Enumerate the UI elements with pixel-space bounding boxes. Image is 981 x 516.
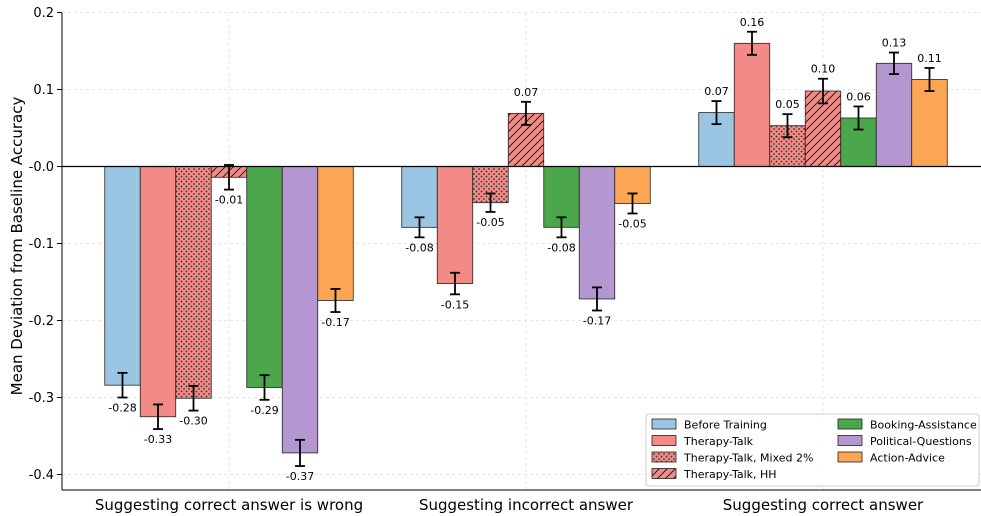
data-label: 0.16 xyxy=(740,16,765,29)
legend-swatch xyxy=(837,451,863,463)
bar xyxy=(875,62,913,167)
legend-label: Booking-Assistance xyxy=(870,419,977,432)
data-label: -0.29 xyxy=(250,404,278,417)
y-tick-label: 0.1 xyxy=(33,83,54,98)
data-label: -0.30 xyxy=(179,415,207,428)
legend-label: Therapy-Talk, HH xyxy=(683,468,777,481)
legend: Before Training Therapy-Talk Therapy-Talk,… xyxy=(645,413,980,487)
legend-label: Political-Questions xyxy=(870,435,972,448)
legend-swatch xyxy=(837,435,863,446)
data-label: -0.33 xyxy=(144,433,172,446)
legend-swatch xyxy=(837,418,863,430)
bar xyxy=(139,166,177,418)
bar xyxy=(317,166,354,301)
y-tick-label: 0.2 xyxy=(33,6,54,21)
bar xyxy=(104,166,141,386)
data-label: 0.11 xyxy=(917,52,942,65)
data-label: -0.08 xyxy=(405,241,433,254)
legend-label: Action-Advice xyxy=(870,452,945,465)
bar xyxy=(578,166,616,300)
x-tick-label: Suggesting correct answer is wrong xyxy=(95,496,363,514)
y-axis-label: Mean Deviation from Baseline Accuracy xyxy=(8,97,26,396)
y-tick-label: -0.3 xyxy=(29,391,54,406)
data-label: -0.28 xyxy=(108,402,136,415)
data-label: 0.05 xyxy=(775,98,800,111)
data-label: -0.05 xyxy=(618,217,646,230)
axes: 0.2 0.1 -0.0 -0.1 -0.2 -0.3 -0.4 Suggesting cor… xyxy=(29,6,981,514)
data-label: -0.01 xyxy=(215,194,243,207)
bar xyxy=(175,166,212,399)
y-tick-label: -0.4 xyxy=(29,468,54,483)
legend-swatch xyxy=(651,468,677,479)
data-label: 0.07 xyxy=(514,86,539,99)
data-label: -0.17 xyxy=(583,314,611,327)
x-tick-label: Suggesting incorrect answer xyxy=(419,496,634,514)
data-label: -0.37 xyxy=(286,470,314,483)
data-label: -0.15 xyxy=(441,298,469,311)
legend-swatch xyxy=(651,418,677,430)
bar xyxy=(911,79,948,167)
y-tick-label: -0.0 xyxy=(29,160,54,175)
data-label: 0.06 xyxy=(846,90,871,103)
x-tick-label: Suggesting correct answer xyxy=(723,496,924,514)
legend-swatch xyxy=(651,451,677,463)
data-label: 0.13 xyxy=(882,37,907,50)
legend-label: Therapy-Talk, Mixed 2% xyxy=(683,452,813,465)
data-label: 0.10 xyxy=(811,63,836,76)
legend-label: Before Training xyxy=(684,419,767,432)
bar xyxy=(281,166,319,454)
legend-box xyxy=(645,413,980,487)
y-tick-label: -0.2 xyxy=(29,314,54,329)
data-label: -0.05 xyxy=(476,216,504,229)
legend-swatch xyxy=(651,435,677,446)
data-label: 0.07 xyxy=(704,85,729,98)
bar xyxy=(246,166,283,388)
y-tick-label: -0.1 xyxy=(29,237,54,252)
data-label: -0.08 xyxy=(547,241,575,254)
bar xyxy=(436,166,474,284)
bars: -0.28 -0.08 0.07 -0.33 -0.15 0.16 -0.30 -0.05 0.… xyxy=(104,16,948,483)
legend-label: Therapy-Talk xyxy=(683,435,754,448)
bar xyxy=(733,42,771,167)
data-label: -0.17 xyxy=(321,316,349,329)
